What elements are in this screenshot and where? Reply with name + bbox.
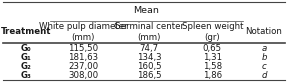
Text: b: b xyxy=(261,53,267,62)
Text: a: a xyxy=(261,44,267,53)
Text: G₂: G₂ xyxy=(21,62,32,71)
Text: c: c xyxy=(262,62,266,71)
Text: 237,00: 237,00 xyxy=(68,62,98,71)
Text: Mean: Mean xyxy=(133,6,159,15)
Text: 308,00: 308,00 xyxy=(68,71,98,80)
Text: Notation: Notation xyxy=(246,27,282,36)
Text: 1,58: 1,58 xyxy=(203,62,222,71)
Text: G₃: G₃ xyxy=(21,71,32,80)
Text: Spleen weight
(gr): Spleen weight (gr) xyxy=(182,22,243,42)
Text: G₀: G₀ xyxy=(21,44,32,53)
Text: 115,50: 115,50 xyxy=(68,44,98,53)
Text: 181,63: 181,63 xyxy=(68,53,98,62)
Text: White pulp diameter
(mm): White pulp diameter (mm) xyxy=(39,22,128,42)
Text: Treatment: Treatment xyxy=(1,27,52,36)
Text: G₁: G₁ xyxy=(21,53,32,62)
Text: 1,31: 1,31 xyxy=(203,53,222,62)
Text: 160,5: 160,5 xyxy=(137,62,162,71)
Text: d: d xyxy=(261,71,267,80)
Text: 0,65: 0,65 xyxy=(203,44,222,53)
Text: 186,5: 186,5 xyxy=(137,71,162,80)
Text: 1,86: 1,86 xyxy=(203,71,222,80)
Text: 134,3: 134,3 xyxy=(137,53,162,62)
Text: Germinal center
(mm): Germinal center (mm) xyxy=(114,22,184,42)
Text: 74,7: 74,7 xyxy=(140,44,159,53)
